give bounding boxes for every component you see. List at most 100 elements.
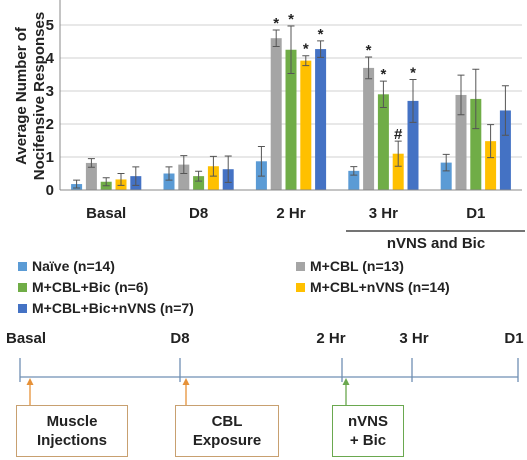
group-label: nVNS and Bic bbox=[387, 235, 485, 252]
error-bar bbox=[117, 173, 125, 186]
error-bar bbox=[132, 166, 140, 186]
significance-mark: * bbox=[410, 64, 416, 81]
x-tick-label: 3 Hr bbox=[369, 205, 398, 222]
legend-item: M+CBL+Bic+nVNS (n=7) bbox=[18, 300, 194, 316]
event-callout-line: CBL bbox=[211, 413, 243, 430]
error-bar bbox=[165, 166, 173, 181]
significance-mark: # bbox=[394, 126, 403, 143]
legend-label: Naïve (n=14) bbox=[32, 258, 115, 274]
error-bar bbox=[102, 177, 110, 187]
bar bbox=[377, 94, 389, 190]
bar bbox=[300, 60, 312, 190]
bar bbox=[455, 94, 467, 190]
bar bbox=[163, 173, 175, 190]
legend-item: Naïve (n=14) bbox=[18, 258, 115, 274]
bar bbox=[363, 67, 375, 190]
error-bar bbox=[224, 155, 232, 183]
y-axis-label-line-2: Nocifensive Responses bbox=[31, 12, 48, 180]
bar bbox=[348, 170, 360, 190]
error-bar bbox=[457, 74, 465, 116]
y-tick-label: 2 bbox=[46, 116, 54, 133]
bar bbox=[85, 162, 97, 190]
bar bbox=[285, 49, 297, 190]
event-callout: CBL Exposure bbox=[175, 405, 279, 457]
event-callout-line: Muscle bbox=[46, 413, 98, 430]
bar bbox=[470, 98, 482, 190]
bar bbox=[392, 153, 404, 190]
bar bbox=[193, 176, 205, 190]
timeline-label: 2 Hr bbox=[316, 330, 345, 347]
timeline: Basal D8 2 Hr 3 Hr D1 bbox=[6, 330, 524, 405]
timeline-label: 3 Hr bbox=[399, 330, 428, 347]
event-callout: Muscle Injections bbox=[16, 405, 128, 457]
event-callout-line: + Bic bbox=[349, 432, 387, 449]
x-tick-label: Basal bbox=[86, 205, 126, 222]
event-arrow-head bbox=[182, 378, 190, 385]
event-arrow-head bbox=[342, 378, 350, 385]
event-arrow-head bbox=[26, 378, 34, 385]
bars: * * * * * * # * bbox=[71, 11, 511, 191]
error-bar bbox=[487, 124, 495, 159]
significance-mark: * bbox=[366, 42, 372, 59]
y-tick-label: 4 bbox=[46, 50, 55, 67]
error-bar bbox=[287, 25, 295, 75]
bar bbox=[407, 100, 419, 190]
error-bar bbox=[317, 40, 325, 58]
axes: 0 1 2 3 4 5 Basal D8 2 Hr 3 Hr D1 bbox=[46, 0, 522, 222]
error-bar bbox=[442, 153, 450, 172]
error-bar bbox=[350, 166, 358, 176]
event-callout-line: Exposure bbox=[192, 432, 262, 449]
error-bar bbox=[365, 56, 373, 80]
error-bar bbox=[87, 158, 95, 168]
y-tick-label: 0 bbox=[46, 182, 54, 199]
legend-item: M+CBL (n=13) bbox=[296, 258, 404, 274]
significance-mark: * bbox=[273, 15, 279, 32]
significance-mark: * bbox=[303, 41, 309, 58]
x-tick-label: 2 Hr bbox=[276, 205, 305, 222]
bar bbox=[270, 38, 282, 191]
significance-mark: * bbox=[288, 11, 294, 28]
y-axis-label-line-1: Average Number of bbox=[13, 26, 30, 165]
legend-item: M+CBL+Bic (n=6) bbox=[18, 279, 148, 295]
error-bar bbox=[195, 170, 203, 182]
event-callout-line: Injections bbox=[36, 432, 107, 449]
legend-swatch bbox=[296, 261, 305, 271]
error-bar bbox=[472, 68, 480, 130]
legend-swatch bbox=[296, 282, 305, 292]
error-bar bbox=[394, 140, 402, 167]
legend-swatch bbox=[18, 303, 27, 313]
x-tick-label: D8 bbox=[189, 205, 208, 222]
bar bbox=[440, 162, 452, 190]
legend-label: M+CBL (n=13) bbox=[310, 258, 404, 274]
error-bar bbox=[257, 145, 265, 177]
legend-label: M+CBL+Bic+nVNS (n=7) bbox=[32, 300, 194, 316]
significance-mark: * bbox=[318, 26, 324, 43]
significance-mark: * bbox=[380, 66, 386, 83]
error-bar bbox=[73, 179, 81, 189]
bar bbox=[207, 166, 219, 190]
error-bar bbox=[379, 80, 387, 108]
error-bar bbox=[501, 85, 509, 136]
event-callout-line: nVNS bbox=[347, 413, 388, 430]
error-bar bbox=[180, 155, 188, 174]
legend-swatch bbox=[18, 261, 27, 271]
error-bar bbox=[272, 29, 280, 47]
y-tick-label: 5 bbox=[46, 17, 54, 34]
timeline-label: D1 bbox=[504, 330, 523, 347]
legend-item: M+CBL+nVNS (n=14) bbox=[296, 279, 450, 295]
bar bbox=[315, 49, 327, 191]
bar bbox=[178, 164, 190, 190]
x-tick-label: D1 bbox=[466, 205, 485, 222]
y-tick-label: 3 bbox=[46, 83, 54, 100]
error-bar bbox=[409, 78, 417, 123]
timeline-label: Basal bbox=[6, 330, 46, 347]
error-bar bbox=[209, 155, 217, 177]
bar bbox=[485, 141, 497, 190]
legend-label: M+CBL+Bic (n=6) bbox=[32, 279, 149, 295]
event-callout: nVNS + Bic bbox=[332, 405, 404, 457]
legend-label: M+CBL+nVNS (n=14) bbox=[310, 279, 450, 295]
error-bar bbox=[302, 55, 310, 67]
legend-swatch bbox=[18, 282, 27, 292]
timeline-label: D8 bbox=[170, 330, 189, 347]
